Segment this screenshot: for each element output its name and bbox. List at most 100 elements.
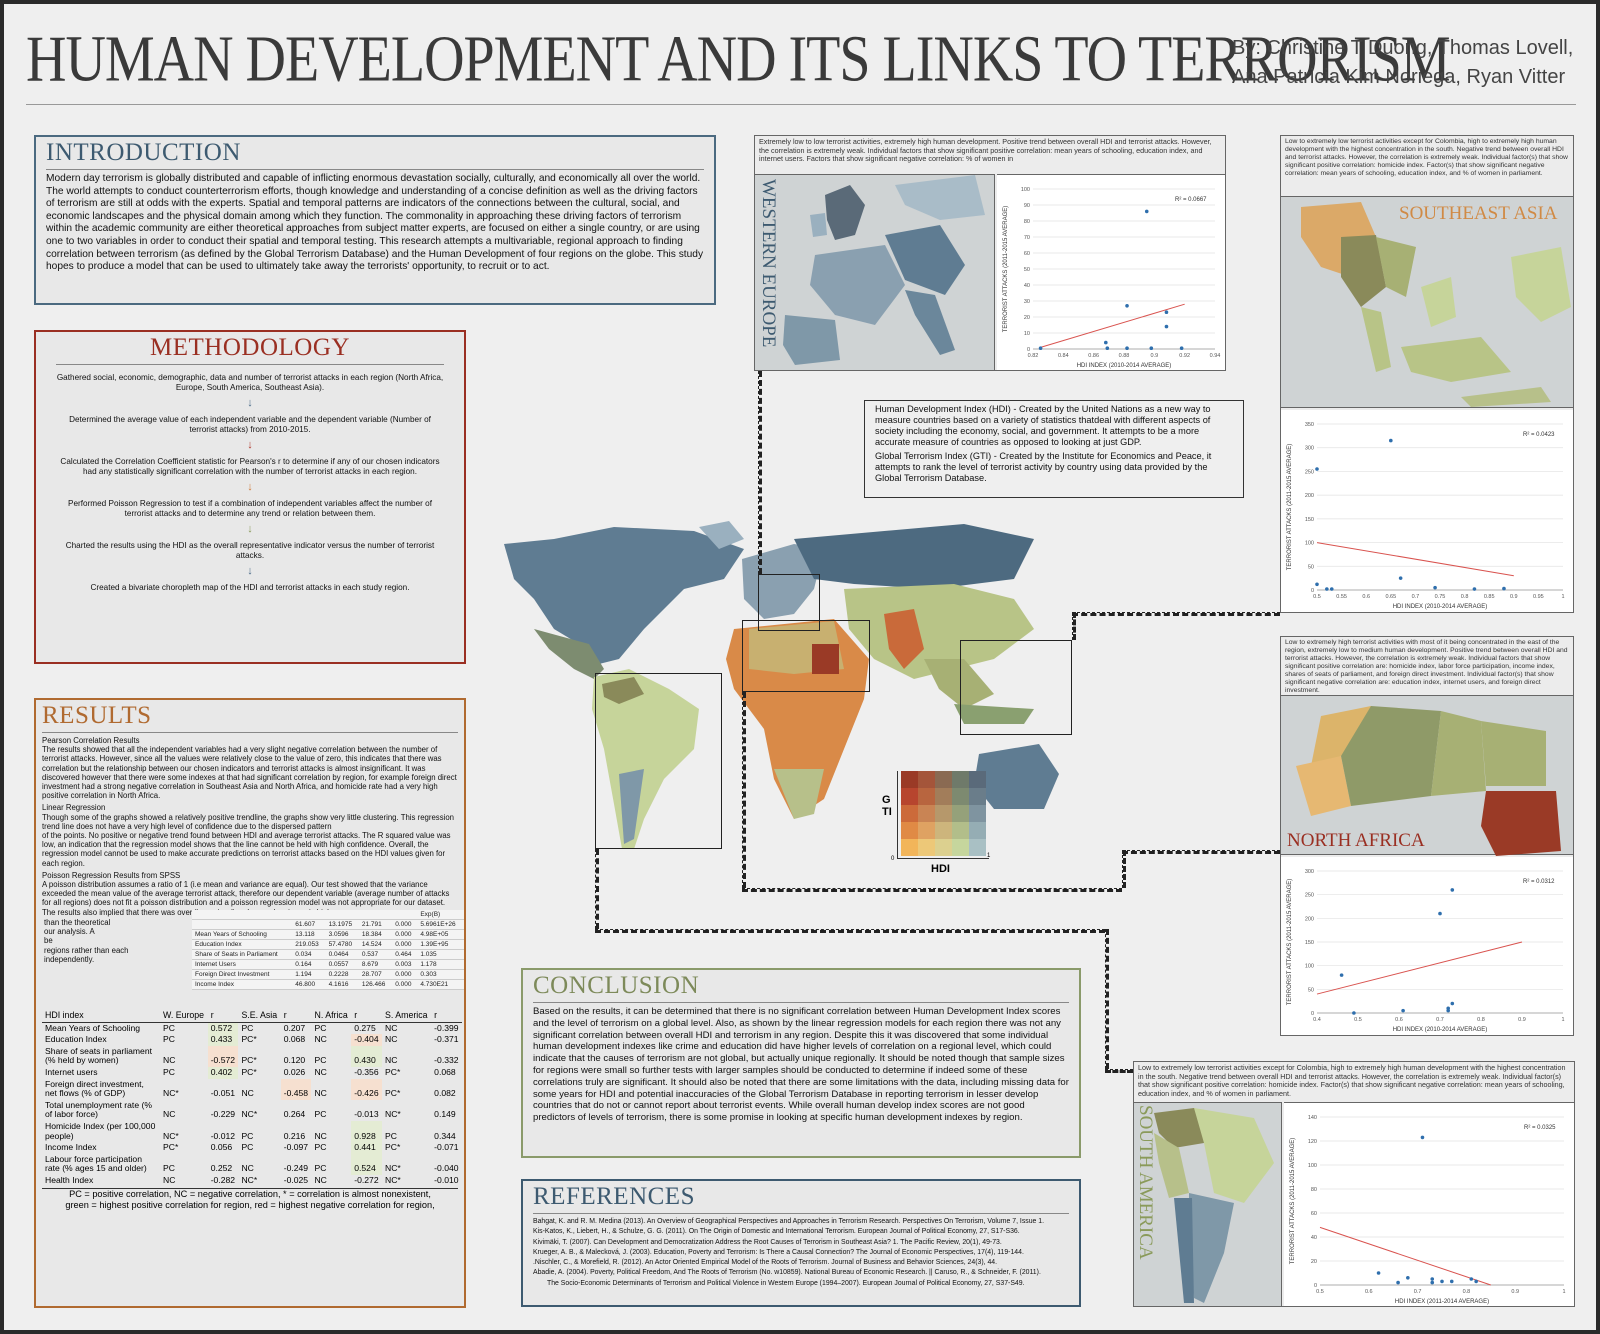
south-america-desc: Low to extremely low terrorist activitie…	[1138, 1063, 1566, 1098]
correlation-cell: -0.010	[434, 1174, 459, 1185]
data-point	[1430, 1280, 1435, 1285]
data-point	[1149, 346, 1154, 350]
poisson-header-cell	[392, 910, 418, 921]
correlation-label-cell: Health Index	[45, 1174, 94, 1185]
data-point	[1433, 585, 1437, 590]
x-tick-label: 0.9	[1151, 353, 1159, 359]
results-panel: RESULTS Pearson Correlation Results The …	[34, 698, 466, 1308]
correlation-cell: PC	[314, 1142, 327, 1153]
y-axis-label: TERRORIST ATTACKS (2011-2015 AVERAGE)	[1003, 206, 1009, 333]
legend-cell	[952, 771, 969, 788]
correlation-cell: NC*	[241, 1109, 258, 1120]
correlation-header-cell: S.E. Asia	[241, 1010, 278, 1021]
poisson-cell: 0.0464	[325, 949, 359, 961]
poisson-cell: 0.003	[392, 959, 418, 971]
western-europe-title: WESTERN EUROPE	[758, 179, 779, 348]
poisson-side-line: independently.	[44, 954, 95, 964]
correlation-row: Homicide Index (per 100,000 people) NC* -0…	[42, 1120, 462, 1143]
legend-cell	[918, 788, 935, 805]
legend-line-1: PC = positive correlation, NC = negative…	[69, 1188, 431, 1199]
correlation-cell: PC*	[241, 1034, 257, 1045]
data-point	[1105, 346, 1110, 350]
reference-item: .Nischler, C., & Morefield, R. (2012). A…	[533, 1259, 998, 1267]
western-europe-desc: Extremely low to low terrorist activitie…	[759, 137, 1212, 164]
correlation-cell: 0.264	[283, 1109, 306, 1120]
southeast-asia-chart: 0 50 100 150 200 250 300 350 0.5 0.55 0.6 0.65 0.7 0.…	[1281, 410, 1573, 612]
correlation-cell: 0.120	[283, 1055, 306, 1066]
data-point	[1469, 1277, 1474, 1281]
data-point	[1472, 587, 1477, 591]
x-tick-label: 0.5	[1316, 1289, 1324, 1295]
legend-cell	[935, 771, 952, 788]
north-africa-map: NORTH AFRICA	[1281, 695, 1573, 856]
correlation-row: Education Index PC 0.433 PC* 0.068 NC -0.404 NC…	[42, 1034, 462, 1046]
correlation-cell: PC	[314, 1022, 327, 1033]
poisson-text: A poisson distribution assumes a ratio o…	[42, 880, 450, 917]
y-tick-label: 300	[1305, 446, 1314, 452]
correlation-cell: -0.040	[434, 1163, 459, 1174]
y-tick-label: 350	[1305, 422, 1314, 428]
poisson-cell: 5.6961E+26	[417, 919, 464, 931]
data-point	[1401, 1008, 1405, 1013]
correlation-cell: PC*	[385, 1088, 401, 1099]
correlation-cell: -0.282	[210, 1174, 236, 1185]
correlation-cell: PC	[385, 1130, 397, 1141]
leader-sa-v	[595, 849, 599, 929]
x-tick-label: 1	[1562, 1289, 1565, 1295]
x-axis-label: HDI INDEX (2010-2014 AVERAGE)	[1077, 363, 1172, 369]
y-tick-label: 0	[1027, 347, 1030, 353]
legend-cell	[952, 822, 969, 839]
correlation-table: HDI index W. Europe r S.E. Asia r N. Africa r S…	[42, 1010, 462, 1187]
references-panel: REFERENCES Bahgat, K. and R. M. Medina (…	[521, 1179, 1081, 1307]
y-axis-label: TERRORIST ATTACKS (2011-2015 AVERAGE)	[1287, 879, 1293, 1006]
x-tick-label: 0.5	[1354, 1017, 1362, 1023]
correlation-label-cell: Share of seats in parliament (% held by …	[45, 1045, 153, 1066]
down-arrow-icon: ↓	[247, 565, 253, 577]
europe	[742, 524, 1034, 619]
north-africa-scatter: 0 50 100 150 200 250 300 0.4 0.5 0.6 0.7 0.8 0.9 1 HDI…	[1287, 869, 1565, 1033]
correlation-cell: 0.344	[434, 1130, 456, 1141]
results-rule	[42, 732, 458, 733]
south-america-map: SOUTH AMERICA	[1134, 1102, 1282, 1306]
y-tick-label: 30	[1024, 299, 1030, 305]
leader-na-v	[742, 692, 746, 888]
correlation-cell: PC	[163, 1067, 175, 1078]
africa	[726, 619, 869, 819]
correlation-cell: 0.082	[434, 1088, 456, 1099]
legend-line-2: green = highest positive correlation for…	[65, 1199, 435, 1210]
x-tick-label: 0.95	[1533, 594, 1544, 600]
poisson-cell: 219.053	[292, 939, 326, 951]
north-africa-shapes	[1296, 706, 1561, 856]
y-tick-label: 0	[1314, 1283, 1317, 1289]
poisson-side-line: be	[44, 936, 53, 946]
legend-cell	[952, 805, 969, 822]
y-tick-label: 200	[1305, 916, 1314, 922]
legend-cell	[901, 822, 918, 839]
poisson-title: Poisson Regression Results from SPSS	[42, 870, 181, 880]
legend-cell	[935, 822, 952, 839]
correlation-label-cell: Internet users	[45, 1067, 98, 1078]
r-squared-label: R² = 0.0423	[1523, 432, 1555, 438]
correlation-cell: PC	[314, 1163, 327, 1174]
x-tick-label: 0.84	[1058, 353, 1069, 359]
correlation-cell: PC	[163, 1022, 175, 1033]
poisson-cell: 0.464	[392, 949, 418, 961]
down-arrow-icon: ↓	[247, 481, 253, 493]
poisson-cell: 13.118	[292, 929, 326, 941]
x-tick-label: 0.9	[1510, 594, 1518, 600]
x-tick-label: 0.94	[1210, 353, 1221, 359]
poisson-header-cell	[325, 910, 359, 921]
correlation-cell: NC	[385, 1055, 398, 1066]
r-squared-label: R² = 0.0667	[1175, 197, 1207, 203]
conclusion-panel: CONCLUSION Based on the results, it can …	[521, 968, 1081, 1158]
correlation-cell: NC*	[163, 1088, 179, 1099]
correlation-row: Share of seats in parliament (% held by …	[42, 1045, 462, 1068]
data-point	[1164, 324, 1169, 329]
poisson-cell: 0.000	[392, 979, 418, 991]
correlation-cell: 0.928	[351, 1120, 382, 1143]
introduction-rule	[46, 169, 704, 170]
correlation-cell: -0.458	[280, 1078, 312, 1100]
y-tick-label: 70	[1024, 235, 1030, 241]
pearson-text: The results showed that all the independ…	[42, 745, 457, 801]
